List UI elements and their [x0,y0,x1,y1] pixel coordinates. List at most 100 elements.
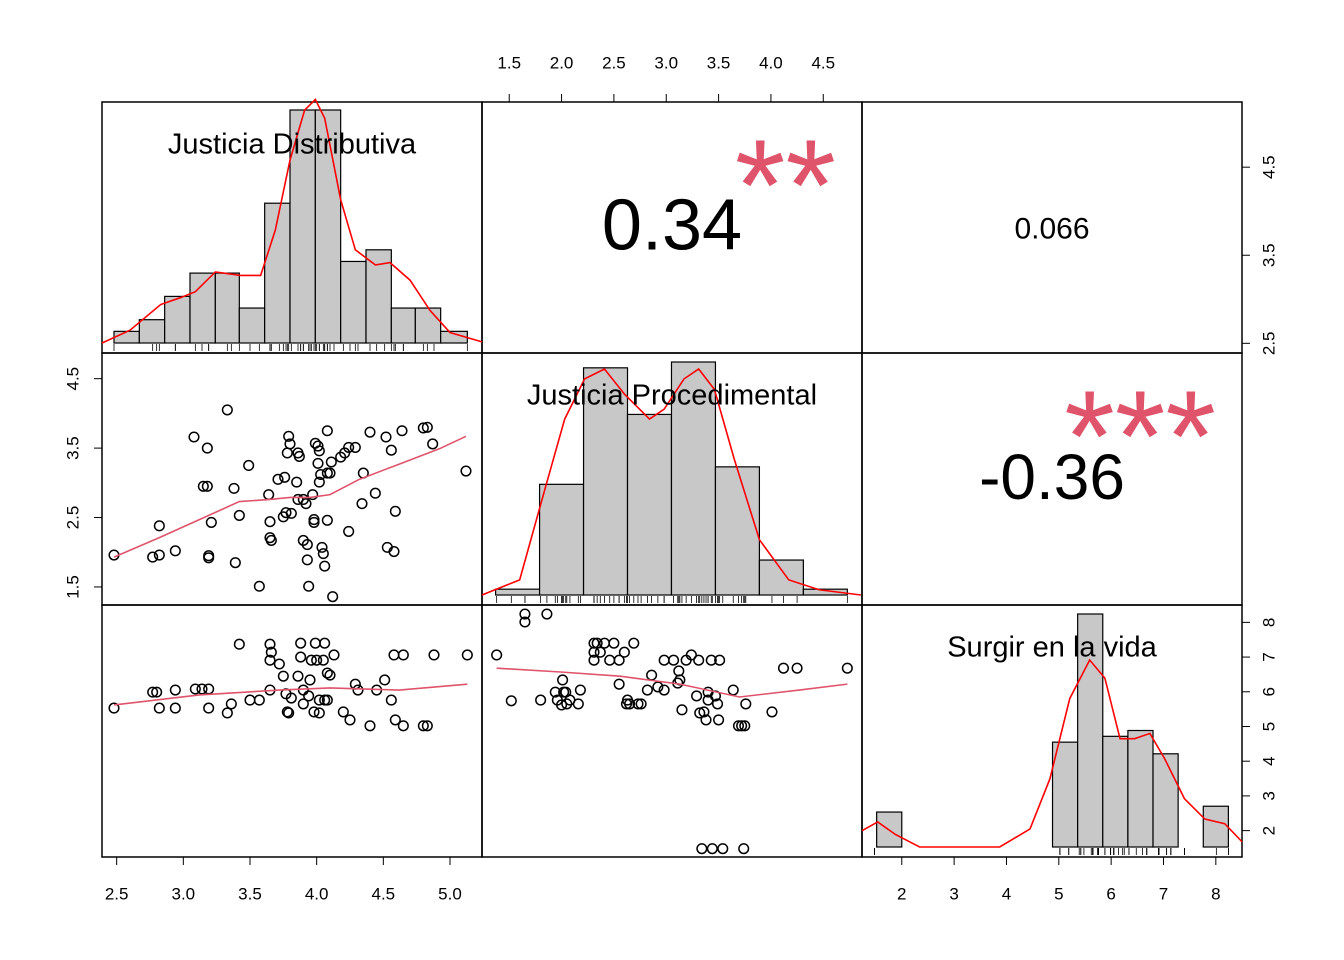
scatter-point [641,684,653,696]
scatter-point [574,684,586,696]
scatter-point [203,683,215,695]
significance-stars: *** [1064,363,1216,509]
histogram-bar [340,260,367,344]
scatter-point [313,707,325,719]
scatter-point [561,698,573,710]
scatter-point [736,720,748,732]
scatter-point [389,505,401,517]
scatter-point [519,608,531,620]
scatter-point [189,683,201,695]
scatter-point [588,654,600,666]
x-tick-label: 4.0 [759,53,783,72]
histogram-bar [365,249,392,344]
scatter-point [273,658,285,670]
smooth-line [113,683,468,706]
scatter-point [319,560,331,572]
histogram-bar [582,367,629,596]
scatter-point [385,444,397,456]
scatter-point [613,678,625,690]
scatter-point [312,457,324,469]
scatter-point [604,654,616,666]
scatter-point [380,431,392,443]
x-tick-label: 4.5 [811,53,835,72]
scatter-point [624,698,636,710]
x-tick-label: 3.5 [707,53,731,72]
scatter-point [766,706,778,718]
histogram-bar [314,109,342,344]
scatter-point [618,646,630,658]
scatter-point [233,509,245,521]
scatter-point [205,516,217,528]
histogram-bar [113,330,140,344]
scatter-point [291,476,303,488]
scatter-point [713,714,725,726]
scatter-point [349,678,361,690]
scatter-point [244,694,256,706]
scatter-point [304,674,316,686]
scatter-point [265,646,277,658]
y-tick-label: 2.5 [63,506,82,530]
scatter-point [397,649,409,661]
scatter-point [668,654,680,666]
scatter-point [301,554,313,566]
scatter-point [283,430,295,442]
scatter-point [460,465,472,477]
scatter-point [169,545,181,557]
scatter-point [396,425,408,437]
scatter-point [229,557,241,569]
scatter-point [388,649,400,661]
x-tick-label: 2.0 [550,53,574,72]
histogram-bar [1102,735,1129,848]
scatter-point [397,720,409,732]
scatter-point [385,694,397,706]
x-tick-label: 1.5 [497,53,521,72]
scatter-point [321,667,333,679]
smooth-line [496,667,848,698]
scatter-point [285,507,297,519]
x-tick-label: 8 [1211,884,1220,903]
scatter-point [705,654,717,666]
scatter-point [264,638,276,650]
correlation-value: -0.36 [979,441,1125,513]
histogram-bar [1202,805,1229,848]
y-tick-label: 2 [1259,826,1278,835]
histogram-bar [1051,741,1079,848]
scatter-point [635,698,647,710]
scatter-point [307,489,319,501]
scatter-point [309,637,321,649]
histogram-bar [538,483,585,596]
scatter-point [221,707,233,719]
histogram-bar [802,588,848,596]
scatter-point [285,692,297,704]
scatter-point [147,551,159,563]
panel-border [101,352,483,606]
histogram-bar [1077,613,1104,848]
scatter-point [301,539,313,551]
scatter-point [658,654,670,666]
scatter-point [541,608,553,620]
density-line [481,367,862,596]
scatter-point [428,649,440,661]
scatter-point [738,843,750,855]
scatter-point [313,694,325,706]
correlation-value: 0.066 [1014,212,1089,245]
scatter-point [297,698,309,710]
scatter-point [673,665,685,677]
scatter-point [253,580,265,592]
histogram-bar [670,361,717,596]
significance-stars: ** [735,112,836,258]
scatter-point [732,720,745,732]
scatter-point [557,674,569,686]
scatter-point [308,516,320,528]
scatter-point [572,698,584,710]
scatter-point [694,707,706,719]
scatter-point [717,843,729,855]
x-tick-label: 3.5 [238,884,262,903]
scatter-point [311,654,323,666]
scatter-point [389,714,401,726]
scatter-point [225,698,237,710]
histogram-bar [1152,753,1179,848]
x-tick-label: 2 [897,884,906,903]
scatter-point [324,467,336,479]
x-tick-label: 4.0 [305,884,329,903]
